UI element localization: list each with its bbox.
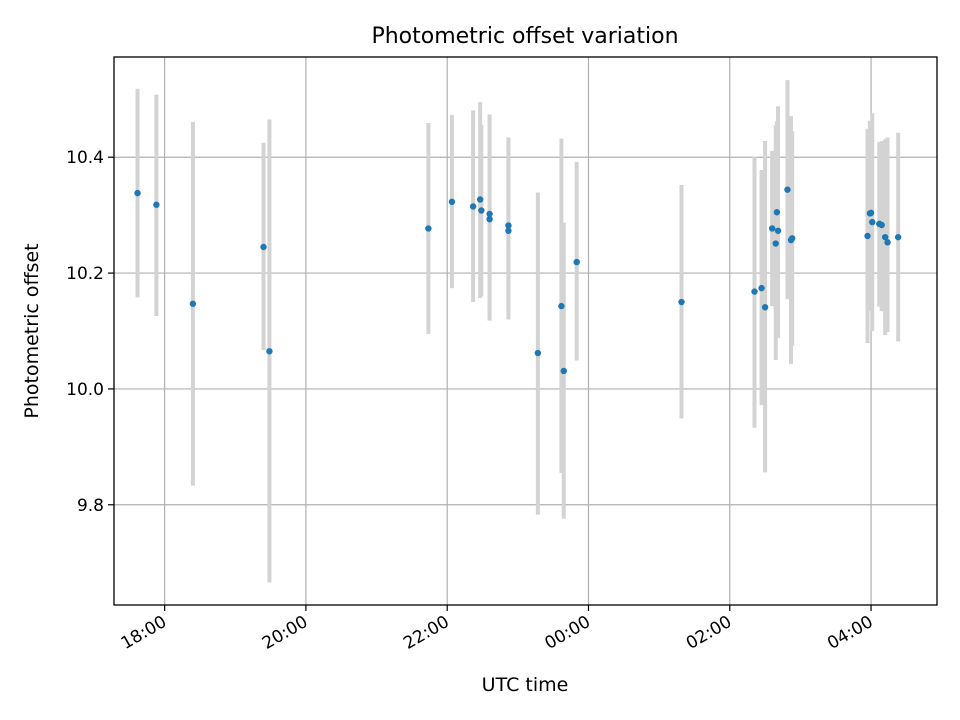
data-point (768, 225, 776, 232)
data-point (784, 186, 791, 193)
data-point (751, 288, 758, 295)
data-point (758, 284, 765, 292)
y-tick-label: 10.4 (66, 148, 104, 168)
plot-frame (113, 56, 938, 606)
y-axis-label: Photometric offset (21, 243, 43, 418)
data-points (134, 186, 902, 375)
data-point (505, 227, 512, 234)
data-point (878, 221, 885, 229)
data-point (478, 207, 485, 214)
y-tick-label: 9.8 (77, 496, 104, 516)
data-point (884, 239, 891, 246)
data-point (573, 258, 580, 266)
data-point (867, 209, 875, 217)
data-point (486, 215, 493, 223)
data-point (894, 233, 902, 241)
x-axis-label: UTC time (482, 674, 569, 696)
data-point (761, 304, 769, 311)
data-point (486, 210, 493, 218)
data-point (189, 300, 197, 307)
data-point (772, 240, 779, 247)
data-point (448, 198, 456, 206)
data-point (476, 196, 484, 203)
data-point (773, 209, 781, 216)
data-point (469, 203, 477, 210)
data-point (560, 367, 567, 375)
y-tick-label: 10.2 (66, 264, 104, 284)
data-point (678, 298, 685, 306)
data-point (134, 189, 141, 197)
data-point (774, 227, 782, 234)
data-point (153, 201, 160, 208)
data-point (260, 243, 267, 251)
data-point (266, 348, 273, 355)
y-tick-label: 10.0 (66, 380, 104, 400)
data-point (558, 302, 565, 310)
data-point (869, 218, 876, 226)
chart-title: Photometric offset variation (371, 24, 678, 49)
data-point (788, 235, 796, 242)
data-point (864, 232, 871, 240)
data-point (505, 222, 512, 229)
data-point (425, 225, 432, 232)
data-point (881, 233, 889, 241)
data-point (534, 349, 542, 357)
